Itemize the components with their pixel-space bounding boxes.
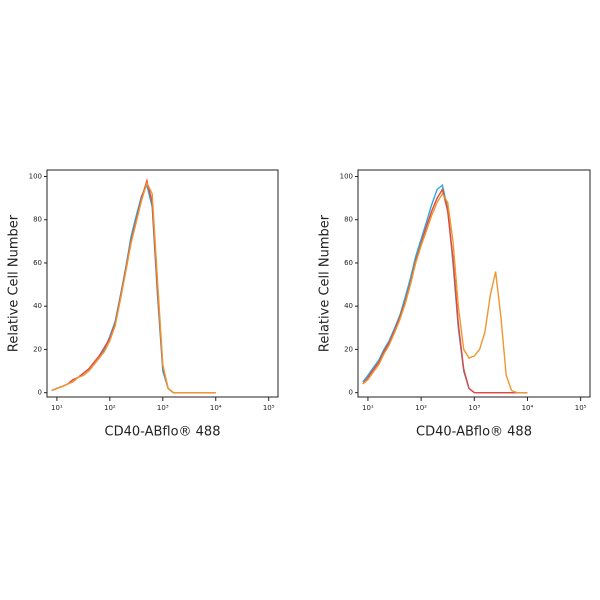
x-tick-label: 10⁴ [522,404,534,412]
y-tick-label: 20 [344,345,353,353]
y-tick-label: 100 [340,172,353,180]
y-tick-label: 20 [33,345,42,353]
histogram-line [51,178,216,394]
y-tick-label: 40 [33,302,42,310]
x-tick-label: 10² [104,404,116,412]
x-tick-label: 10³ [468,404,480,412]
y-tick-label: 80 [344,216,353,224]
y-tick-label: 80 [33,216,42,224]
histogram-line [362,187,528,394]
y-tick-label: 40 [344,302,353,310]
y-axis-label: Relative Cell Number [7,214,22,352]
x-tick-label: 10¹ [362,404,374,412]
y-tick-label: 60 [33,259,42,267]
y-tick-label: 60 [344,259,353,267]
y-tick-label: 100 [29,172,42,180]
histogram-line [51,183,216,394]
x-axis-label: CD40-ABflo® 488 [416,425,532,440]
plot-frame [357,169,591,398]
x-tick-label: 10¹ [51,404,63,412]
histogram-line [51,181,216,394]
x-tick-label: 10⁴ [210,404,222,412]
y-tick-label: 0 [349,389,353,397]
x-axis-label: CD40-ABflo® 488 [105,425,221,440]
x-tick-label: 10⁵ [263,404,275,412]
histogram-line [362,183,528,394]
histogram-line [362,192,528,394]
x-tick-label: 10² [415,404,427,412]
x-tick-label: 10³ [157,404,169,412]
y-axis-label: Relative Cell Number [318,214,333,352]
x-tick-label: 10⁵ [575,404,587,412]
y-tick-label: 0 [38,389,42,397]
